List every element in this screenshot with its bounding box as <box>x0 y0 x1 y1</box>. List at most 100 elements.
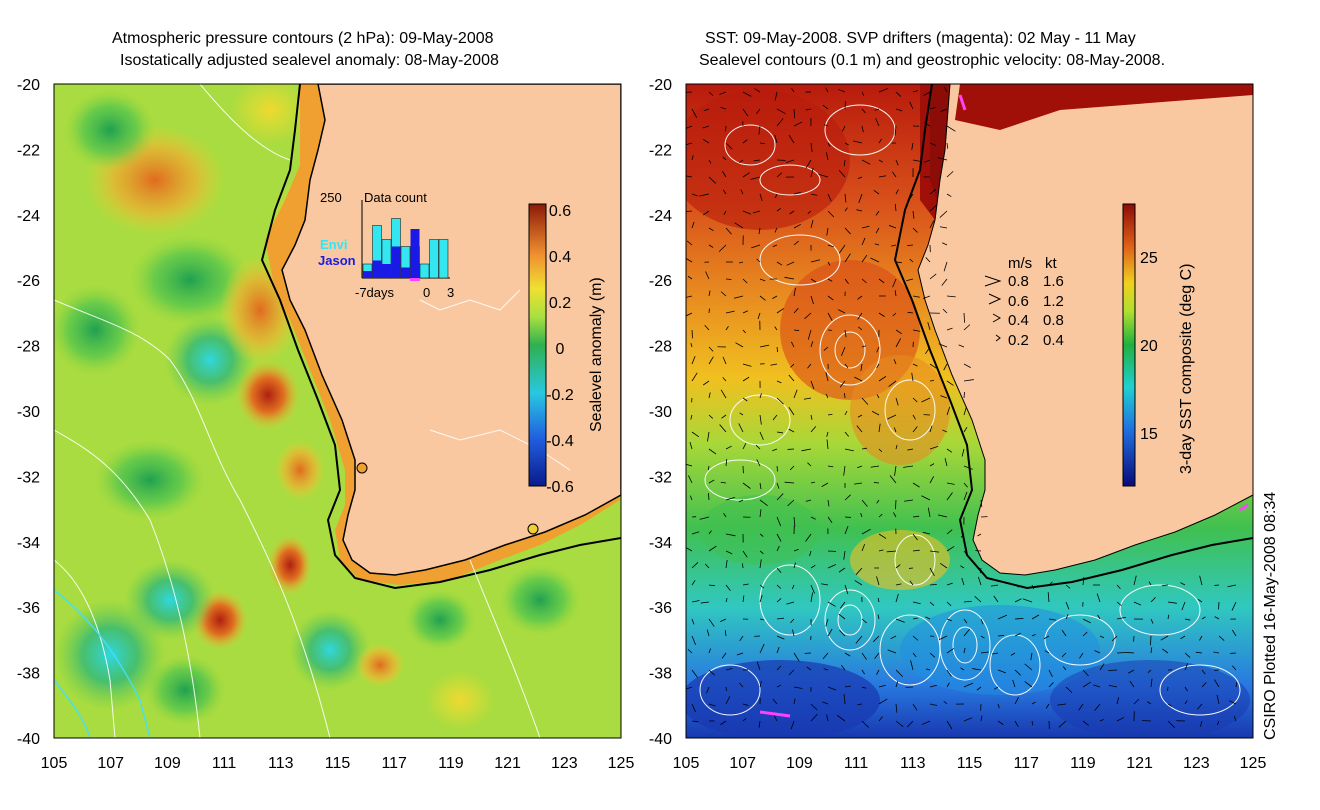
velocity-vector <box>1024 681 1033 688</box>
velocity-vector <box>686 125 693 129</box>
velocity-vector <box>946 482 955 485</box>
velocity-vector <box>686 312 693 317</box>
y-tick-label: -36 <box>649 600 672 617</box>
inset-bar-jason <box>401 267 410 278</box>
velocity-vector <box>708 91 714 96</box>
velocity-vector <box>861 159 871 165</box>
velocity-vector <box>912 549 920 552</box>
velocity-vector <box>857 465 863 469</box>
velocity-vector <box>1197 599 1203 603</box>
velocity-vector <box>827 564 837 569</box>
velocity-vector <box>844 142 849 146</box>
velocity-vector <box>980 499 983 508</box>
velocity-vector <box>810 713 818 722</box>
velocity-vector <box>1065 601 1070 610</box>
y-tick-label: -28 <box>649 339 672 356</box>
velocity-vector <box>946 546 955 552</box>
velocity-vector <box>756 258 761 263</box>
velocity-vector <box>841 125 846 132</box>
inset-bar-envi <box>438 239 449 279</box>
velocity-vector <box>895 593 899 603</box>
velocity-vector <box>708 530 712 535</box>
velocity-vector <box>1111 635 1118 642</box>
inset-xlabel-left: -7days <box>355 285 395 300</box>
velocity-vector <box>706 686 710 694</box>
velocity-vector <box>940 108 948 113</box>
velocity-vector <box>1061 652 1067 658</box>
velocity-vector <box>991 652 999 655</box>
velocity-vector <box>686 463 693 467</box>
velocity-vector <box>810 516 816 520</box>
velocity-vector <box>855 567 863 575</box>
velocity-vector <box>807 210 812 214</box>
velocity-vector <box>963 482 968 488</box>
velocity-vector <box>825 618 829 627</box>
velocity-vector <box>857 414 863 418</box>
velocity-vector <box>854 482 863 485</box>
velocity-vector <box>720 618 727 622</box>
velocity-vector <box>946 193 952 197</box>
velocity-vector <box>756 459 761 467</box>
velocity-vector <box>751 244 761 249</box>
velocity-vector <box>793 516 796 527</box>
velocity-vector <box>725 550 733 555</box>
velocity-vector <box>874 243 880 246</box>
velocity-vector <box>810 481 816 484</box>
velocity-vector <box>940 395 948 399</box>
velocity-vector <box>841 346 846 356</box>
velocity-vector <box>1094 650 1101 654</box>
velocity-vector <box>861 345 866 348</box>
velocity-vector <box>878 138 883 144</box>
velocity-vector <box>1045 703 1050 709</box>
velocity-vector <box>725 310 735 314</box>
velocity-vector <box>844 363 849 369</box>
velocity-vector <box>700 601 710 604</box>
velocity-vector <box>742 139 748 144</box>
velocity-vector <box>1201 669 1206 675</box>
velocity-vector <box>691 431 700 438</box>
velocity-vector <box>892 312 897 317</box>
velocity-vector <box>939 210 948 218</box>
velocity-vector <box>892 171 897 178</box>
x-tick-label: 105 <box>41 755 68 772</box>
velocity-vector <box>923 295 931 299</box>
velocity-vector <box>838 613 846 620</box>
velocity-vector <box>742 482 751 489</box>
x-ticks-left: 105 107 109 111 113 115 117 119 121 123 125 <box>41 755 635 772</box>
velocity-vector <box>756 661 761 671</box>
y-tick-label: -26 <box>17 273 40 290</box>
velocity-vector <box>790 720 795 730</box>
velocity-vector <box>686 686 693 690</box>
velocity-vector <box>793 698 796 705</box>
velocity-vector <box>857 312 863 320</box>
x-tick-label: 123 <box>551 755 578 772</box>
velocity-vector <box>776 584 782 589</box>
right-title-line2: Sealevel contours (0.1 m) and geostrophi… <box>699 52 1166 69</box>
velocity-vector <box>893 359 897 365</box>
velocity-vector <box>843 694 846 705</box>
x-tick-label: 111 <box>844 755 868 772</box>
velocity-vector <box>1184 663 1189 671</box>
velocity-vector <box>946 529 953 535</box>
velocity-vector <box>1184 652 1191 658</box>
velocity-vector <box>861 237 866 246</box>
velocity-vector <box>759 509 762 518</box>
velocity-vector <box>1150 635 1152 646</box>
y-tick-label: -30 <box>17 404 40 421</box>
velocity-vector <box>876 669 880 675</box>
velocity-vector <box>929 142 936 146</box>
velocity-vector <box>810 703 818 711</box>
velocity-vector <box>776 380 782 384</box>
velocity-vector <box>753 159 761 162</box>
velocity-vector <box>708 479 715 484</box>
velocity-vector <box>742 310 749 314</box>
velocity-vector <box>895 499 897 510</box>
velocity-vector <box>792 629 795 637</box>
velocity-vector <box>980 635 985 639</box>
x-tick-label: 125 <box>1240 755 1267 772</box>
velocity-vector <box>740 189 744 195</box>
velocity-vector <box>1214 679 1220 688</box>
sla-colorbar-tick: 0 <box>556 341 565 358</box>
velocity-vector <box>708 669 715 676</box>
